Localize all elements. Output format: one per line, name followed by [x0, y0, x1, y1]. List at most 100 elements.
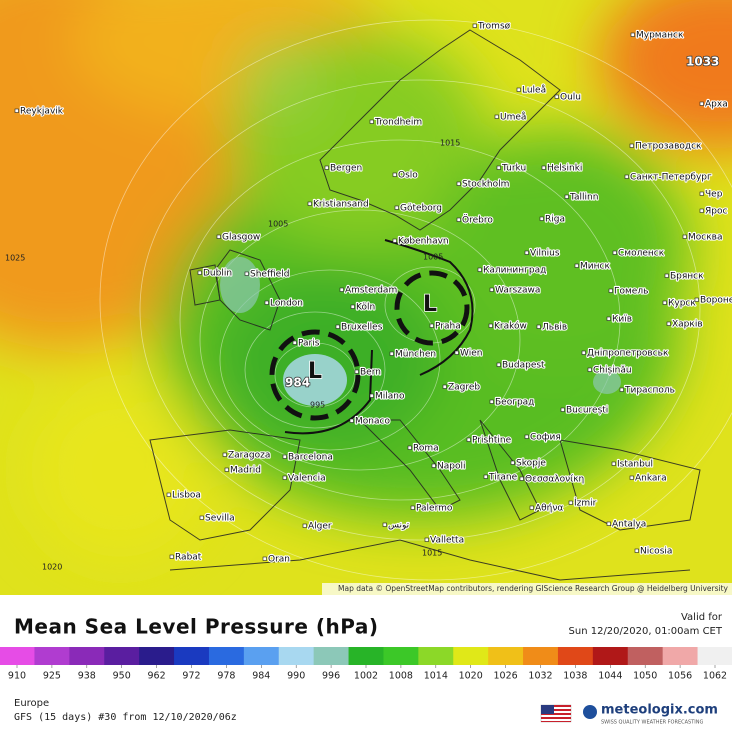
- city-label: Skopje: [516, 459, 546, 469]
- scale-label: 978: [217, 671, 235, 682]
- city-label: Göteborg: [400, 204, 442, 214]
- scale-label: 972: [182, 671, 200, 682]
- city-marker: [282, 475, 287, 480]
- city-marker: [14, 108, 19, 113]
- city-label: München: [395, 350, 436, 360]
- city-marker: [516, 87, 521, 92]
- map-title: Mean Sea Level Pressure (hPa): [14, 615, 378, 639]
- city-marker: [483, 474, 488, 479]
- city-label: København: [398, 237, 449, 247]
- city-label: Praha: [435, 322, 461, 332]
- scale-swatch: [69, 647, 105, 665]
- city-marker: [302, 523, 307, 528]
- city-label: Nicosia: [640, 547, 672, 557]
- city-label: Bern: [360, 368, 381, 378]
- city-marker: [456, 217, 461, 222]
- city-label: Wien: [460, 349, 482, 359]
- scale-label: 1026: [494, 671, 518, 682]
- city-marker: [529, 505, 534, 510]
- city-marker: [560, 407, 565, 412]
- city-marker: [662, 300, 667, 305]
- city-marker: [606, 521, 611, 526]
- city-label: Köln: [356, 303, 375, 313]
- city-marker: [519, 476, 524, 481]
- city-marker: [489, 399, 494, 404]
- city-marker: [442, 384, 447, 389]
- city-marker: [224, 467, 229, 472]
- scale-label: 1062: [703, 671, 727, 682]
- city-marker: [611, 461, 616, 466]
- scale-swatch: [523, 647, 559, 665]
- isobar-label: 1015: [440, 139, 460, 148]
- scale-label: 938: [78, 671, 96, 682]
- city-label: Мурманск: [636, 31, 684, 41]
- city-marker: [166, 492, 171, 497]
- city-marker: [606, 316, 611, 321]
- city-marker: [587, 367, 592, 372]
- scale-swatch: [348, 647, 384, 665]
- city-label: Warszawa: [495, 286, 540, 296]
- city-label: Київ: [612, 315, 632, 325]
- city-label: București: [566, 406, 608, 416]
- city-label: Дніпропетровськ: [587, 349, 669, 359]
- city-label: Paris: [298, 339, 320, 349]
- scale-swatch: [278, 647, 315, 665]
- city-marker: [536, 324, 541, 329]
- city-label: Oulu: [560, 93, 581, 103]
- city-label: Гомель: [614, 287, 648, 297]
- city-label: Glasgow: [222, 233, 260, 243]
- city-label: Београд: [495, 398, 534, 408]
- city-marker: [335, 324, 340, 329]
- scale-swatch: [418, 647, 454, 665]
- city-label: Kristiansand: [313, 200, 369, 210]
- city-marker: [619, 387, 624, 392]
- attribution-bg: [322, 583, 732, 595]
- city-label: Vilnius: [530, 249, 560, 259]
- city-marker: [369, 119, 374, 124]
- region: Europe: [14, 698, 49, 709]
- city-label: Dublin: [203, 269, 232, 279]
- city-marker: [394, 205, 399, 210]
- city-label: Bergen: [330, 164, 362, 174]
- scale-swatch: [104, 647, 140, 665]
- scale-swatch: [697, 647, 732, 665]
- city-label: Antalya: [612, 520, 646, 530]
- city-marker: [410, 505, 415, 510]
- city-label: Istanbul: [617, 460, 653, 470]
- isobar-label: 1005: [268, 220, 288, 229]
- city-marker: [431, 463, 436, 468]
- city-marker: [682, 234, 687, 239]
- city-labels: Tromsø Мурманск Reykjavik Luleå Oulu Umeå Арха…: [14, 20, 732, 566]
- city-label: Milano: [375, 392, 405, 402]
- city-label: Madrid: [230, 466, 261, 476]
- city-marker: [541, 165, 546, 170]
- city-marker: [307, 201, 312, 206]
- city-label: Alger: [308, 522, 332, 532]
- scale-swatch: [0, 647, 35, 665]
- city-label: Tromsø: [477, 22, 511, 32]
- city-label: Helsinki: [547, 164, 582, 174]
- city-label: تونس: [388, 521, 410, 531]
- scale-label: 1044: [598, 671, 622, 682]
- city-label: Tallinn: [569, 193, 598, 203]
- city-marker: [666, 321, 671, 326]
- model-run: GFS (15 days) #30 from 12/10/2020/06z: [14, 712, 237, 723]
- city-marker: [524, 434, 529, 439]
- city-marker: [392, 238, 397, 243]
- city-label: Θεσσαλονίκη: [525, 475, 584, 485]
- valid-time: Sun 12/20/2020, 01:00am CET: [569, 626, 723, 637]
- isobar-label: 1025: [5, 254, 25, 263]
- city-label: Тирасполь: [624, 386, 675, 396]
- scale-swatch: [557, 647, 594, 665]
- city-marker: [424, 537, 429, 542]
- city-label: Luleå: [522, 85, 546, 96]
- city-label: Valencia: [288, 474, 326, 484]
- city-marker: [664, 273, 669, 278]
- city-marker: [574, 263, 579, 268]
- city-label: Смоленск: [618, 249, 665, 259]
- city-label: Санкт-Петербург: [630, 173, 712, 183]
- city-marker: [369, 393, 374, 398]
- isobar-labels: 1005 1025 1015 1020 1015 1033 984 995 1005: [5, 54, 720, 572]
